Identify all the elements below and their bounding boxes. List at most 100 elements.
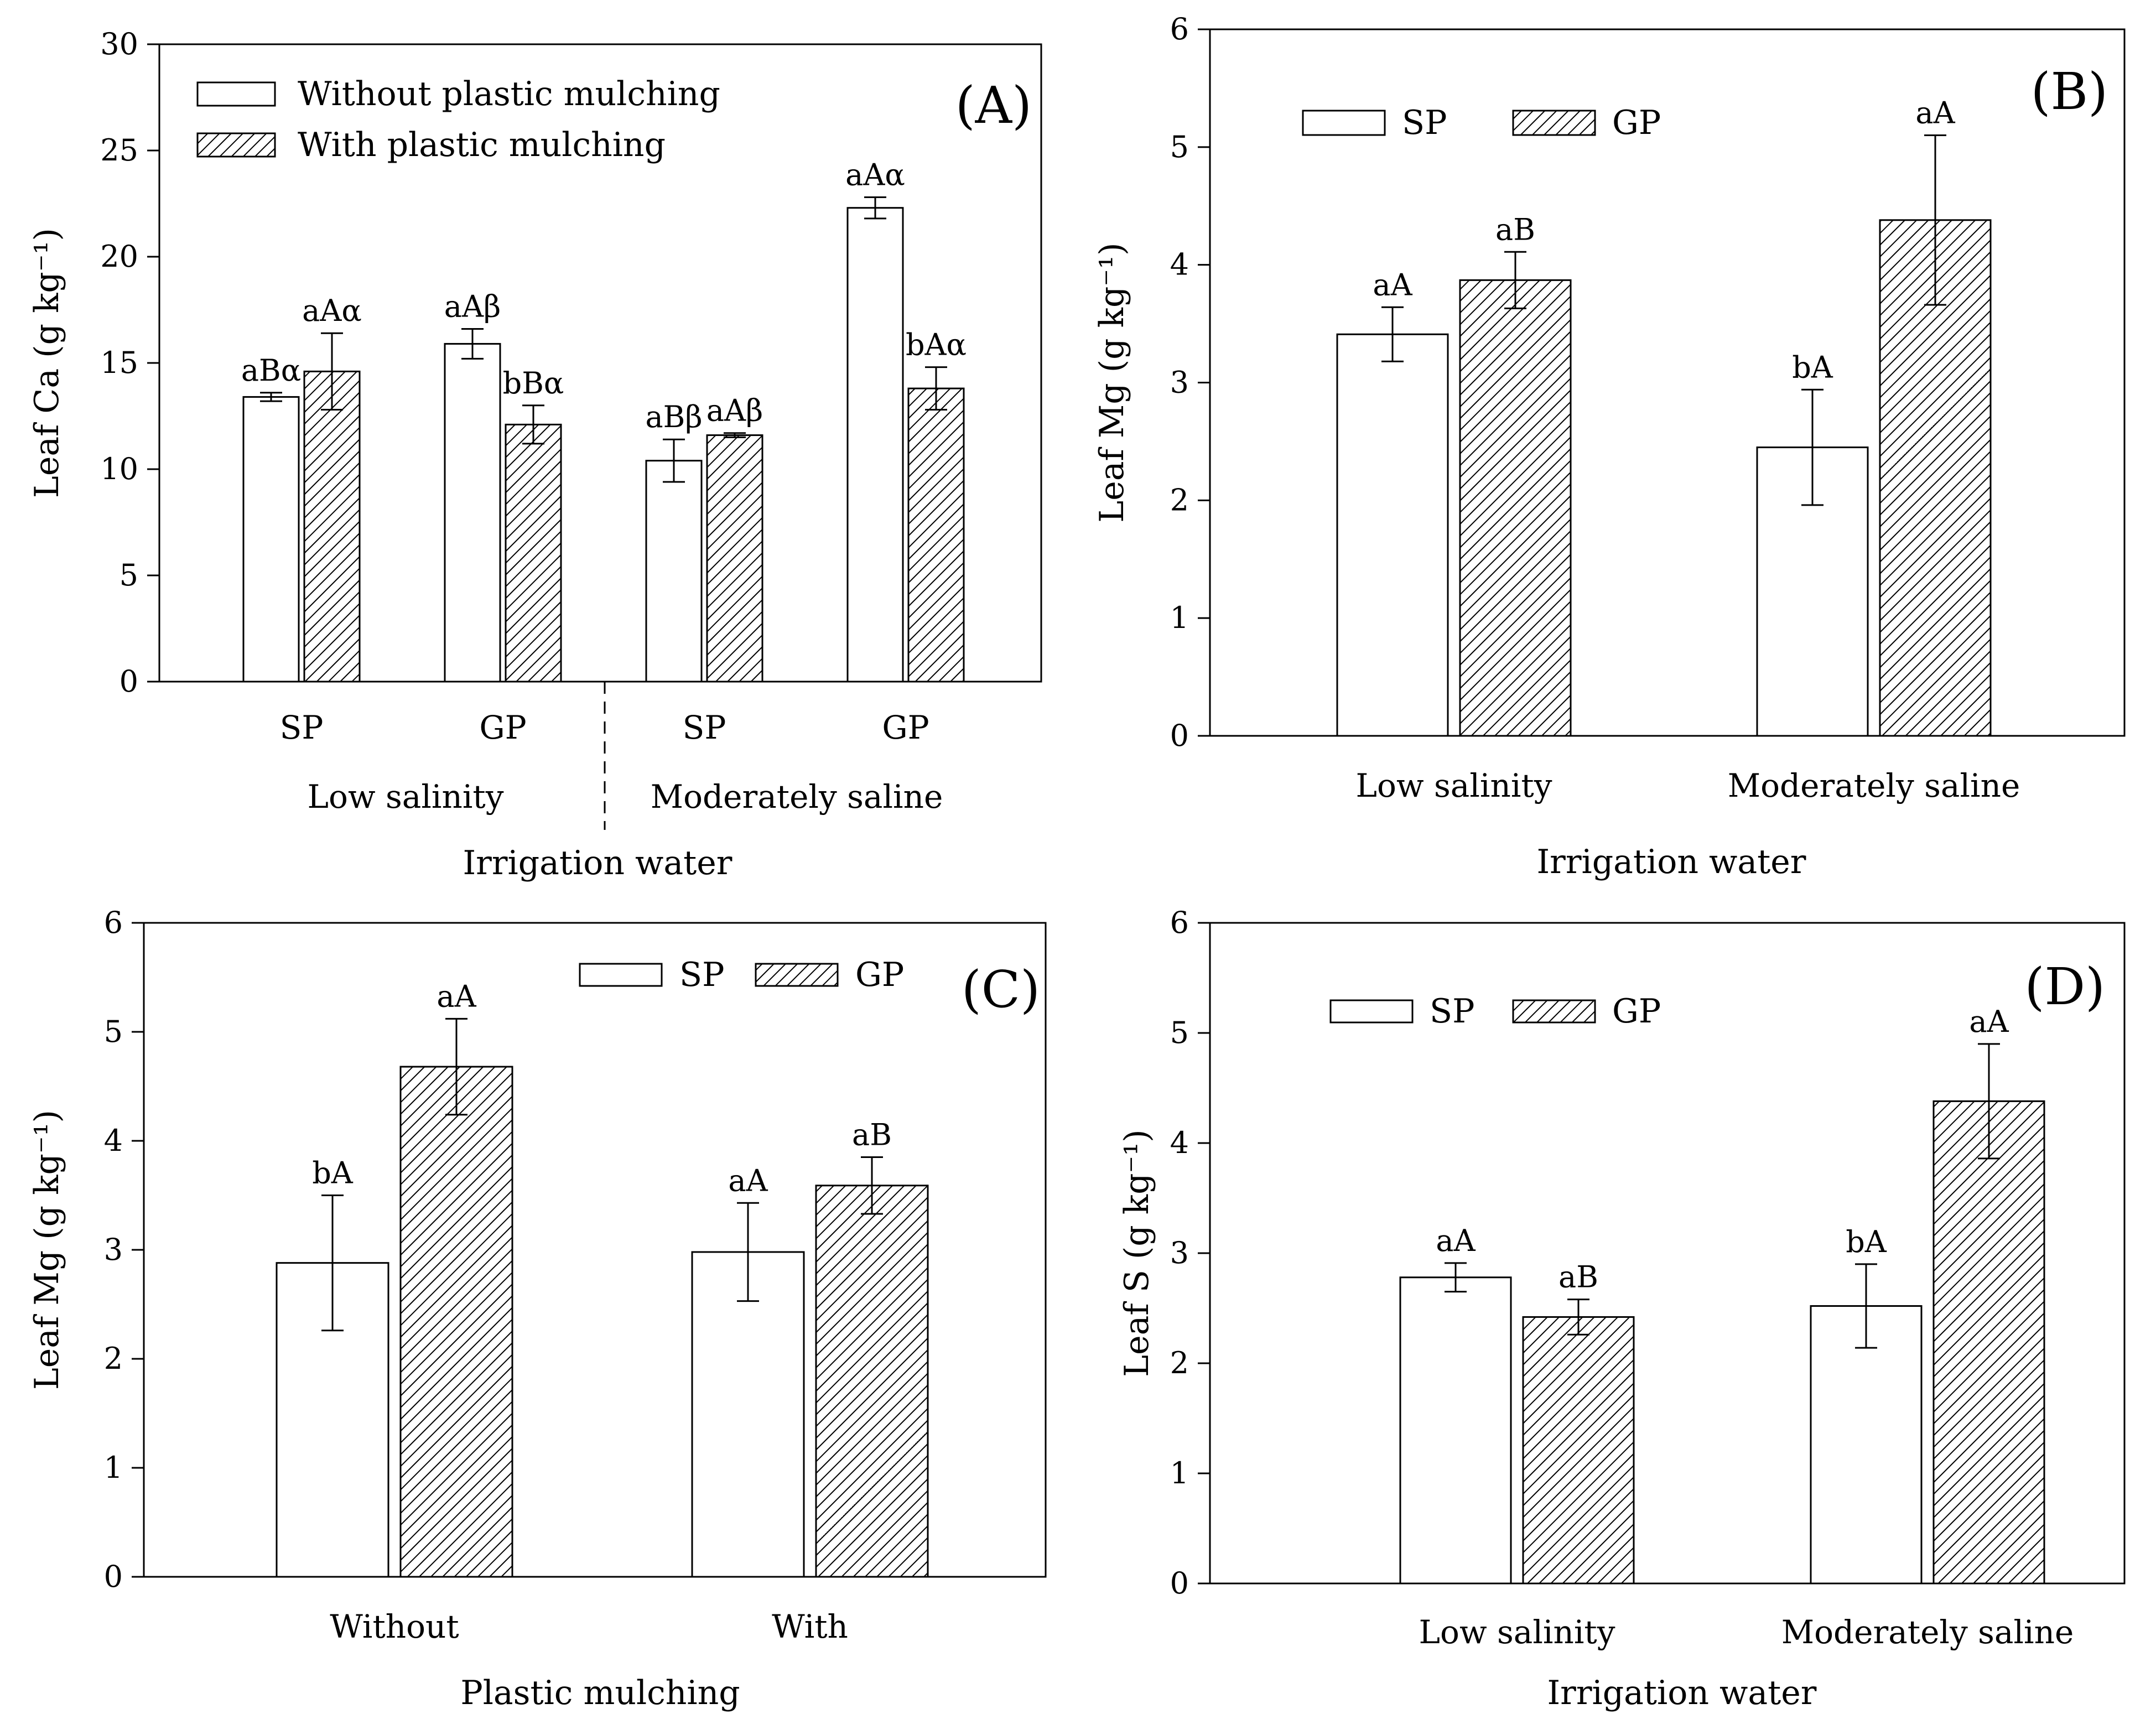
bar-hatched [907, 387, 965, 683]
y-tick-label: 4 [104, 1123, 123, 1158]
x-category-label: GP [479, 709, 526, 746]
x-category-label: SP [683, 709, 726, 746]
bar-hatched [706, 434, 763, 683]
legend-swatch [1302, 110, 1386, 136]
x-category-label: SP [280, 709, 324, 746]
x-category-label: Moderately saline [1728, 767, 2020, 804]
legend-label: SP [1430, 992, 1474, 1031]
significance-label: aA [1969, 1004, 2009, 1039]
bar-hatched [1522, 1316, 1635, 1585]
panel-d: 0 1 2 3 4 5 6 aA aB Low salinity bA aA Moderately sa… [1118, 905, 2126, 1712]
significance-label: bAα [906, 328, 967, 362]
legend-swatch [579, 963, 663, 987]
panel-c: 0 1 2 3 4 5 6 bA aA Without aA aB With Plastic mulchi… [28, 905, 1047, 1712]
bar-open [1399, 1276, 1512, 1585]
significance-label: aAα [845, 157, 905, 192]
legend-swatch [196, 132, 276, 158]
legend-swatch [196, 81, 276, 107]
y-tick-label: 2 [1170, 1346, 1189, 1380]
significance-label: aB [1495, 212, 1535, 247]
y-tick-label: 20 [100, 239, 138, 274]
legend-swatch [1512, 110, 1596, 136]
x-category-label: Low salinity [1356, 767, 1552, 804]
y-axis-title: Leaf Mg (g kg⁻¹) [28, 1110, 66, 1390]
y-tick-label: 30 [100, 27, 138, 61]
y-axis-title: Leaf Ca (g kg⁻¹) [28, 228, 66, 498]
legend-swatch [1512, 999, 1596, 1024]
significance-label: aAβ [706, 393, 763, 428]
y-tick-label: 1 [1170, 600, 1189, 635]
y-tick-label: 5 [104, 1014, 123, 1049]
x-category-label: GP [882, 709, 929, 746]
significance-label: bA [1792, 350, 1833, 385]
x-axis-title: Irrigation water [1536, 843, 1806, 881]
y-tick-label: 1 [104, 1450, 123, 1485]
significance-label: aAβ [444, 289, 501, 324]
y-tick-label: 25 [100, 133, 138, 168]
bar-open [846, 207, 904, 683]
y-tick-label: 5 [1170, 129, 1189, 164]
y-tick-label: 1 [1170, 1456, 1189, 1491]
x-group-label: Moderately saline [651, 778, 943, 816]
significance-label: aA [1436, 1223, 1476, 1258]
x-category-label: Moderately saline [1781, 1613, 2074, 1651]
bar-hatched [815, 1185, 929, 1578]
significance-label: bBα [503, 366, 564, 401]
bar-open [1810, 1305, 1923, 1585]
y-tick-label: 6 [1170, 12, 1189, 46]
legend-label: GP [1612, 992, 1661, 1031]
x-axis-title: Plastic mulching [460, 1674, 740, 1712]
y-tick-label: 6 [1170, 905, 1189, 940]
legend-swatch [1329, 999, 1414, 1024]
significance-label: aA [1915, 96, 1955, 131]
legend-label: SP [679, 955, 724, 994]
x-category-label: Low salinity [1419, 1613, 1615, 1651]
bar-open [645, 460, 703, 683]
y-tick-label: 3 [104, 1232, 123, 1267]
significance-label: aAα [302, 293, 362, 328]
y-tick-label: 2 [104, 1341, 123, 1376]
x-axis-title: Irrigation water [1547, 1674, 1816, 1712]
bar-open [691, 1251, 805, 1578]
significance-label: aB [852, 1118, 892, 1152]
legend-label: With plastic mulching [298, 126, 666, 164]
y-tick-label: 10 [100, 451, 138, 486]
bar-open [1336, 333, 1449, 737]
bar-hatched [505, 423, 562, 683]
y-tick-label: 0 [104, 1559, 123, 1594]
panel-letter: (C) [962, 960, 1040, 1019]
bar-open [444, 342, 501, 683]
y-tick-label: 0 [120, 664, 138, 699]
bar-hatched [399, 1066, 513, 1578]
y-tick-label: 5 [120, 558, 138, 593]
bar-hatched [1932, 1100, 2045, 1585]
panel-letter: (D) [2024, 957, 2105, 1016]
legend-swatch [755, 963, 839, 987]
panel-letter: (B) [2031, 62, 2108, 121]
significance-label: aB [1558, 1260, 1598, 1295]
y-tick-label: 5 [1170, 1015, 1189, 1050]
legend-label: GP [855, 955, 904, 994]
y-tick-label: 6 [104, 905, 123, 940]
bar-open [242, 396, 300, 683]
y-tick-label: 3 [1170, 1235, 1189, 1270]
significance-label: bA [312, 1156, 354, 1191]
bar-hatched [303, 370, 361, 683]
significance-label: aA [728, 1163, 768, 1198]
bar-hatched [1459, 279, 1572, 737]
significance-label: aBβ [645, 399, 702, 434]
significance-label: aA [437, 979, 476, 1014]
legend-label: GP [1612, 103, 1661, 142]
panel-letter: (A) [955, 76, 1032, 135]
y-axis-title: Leaf Mg (g kg⁻¹) [1093, 242, 1131, 522]
x-category-label: Without [330, 1608, 459, 1645]
y-tick-label: 4 [1170, 1125, 1189, 1160]
y-tick-label: 2 [1170, 482, 1189, 517]
y-tick-label: 15 [100, 345, 138, 380]
significance-label: bA [1846, 1224, 1887, 1259]
y-tick-label: 0 [1170, 718, 1189, 753]
significance-label: aA [1373, 267, 1412, 302]
y-tick-label: 4 [1170, 247, 1189, 282]
legend-label: SP [1402, 103, 1447, 142]
